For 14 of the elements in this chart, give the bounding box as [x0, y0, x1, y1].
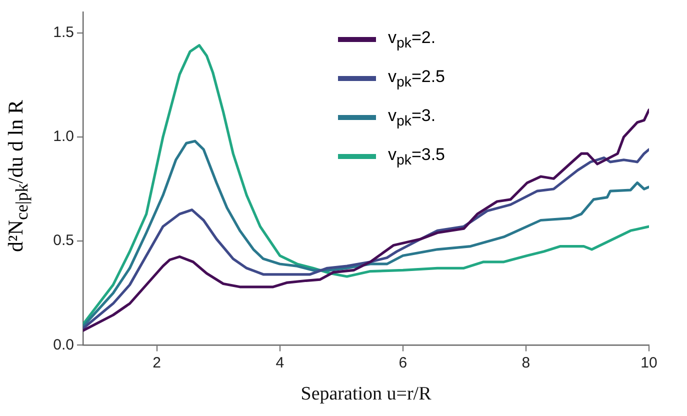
x-axis-title: Separation u=r/R: [300, 384, 432, 405]
y-tick-label: 1.5: [53, 24, 74, 41]
x-tick-label: 4: [276, 354, 284, 372]
x-tick-label: 6: [398, 354, 408, 372]
x-tick-label: 8: [522, 354, 530, 372]
y-tick-label: 0.0: [53, 336, 74, 354]
legend-label: v$_{pk}$=2.: [388, 28, 436, 52]
legend-label: v$_{pk}$=3.: [388, 106, 436, 130]
y-tick-label: 0.5: [53, 232, 74, 250]
x-tick-label: 2: [152, 354, 161, 372]
legend-label: v$_{pk}$=3.5: [388, 144, 446, 168]
y-tick-label: 1.0: [53, 128, 74, 146]
x-tick-label: 10: [640, 354, 658, 372]
legend-label: v$_{pk}$=2.5: [388, 66, 446, 90]
